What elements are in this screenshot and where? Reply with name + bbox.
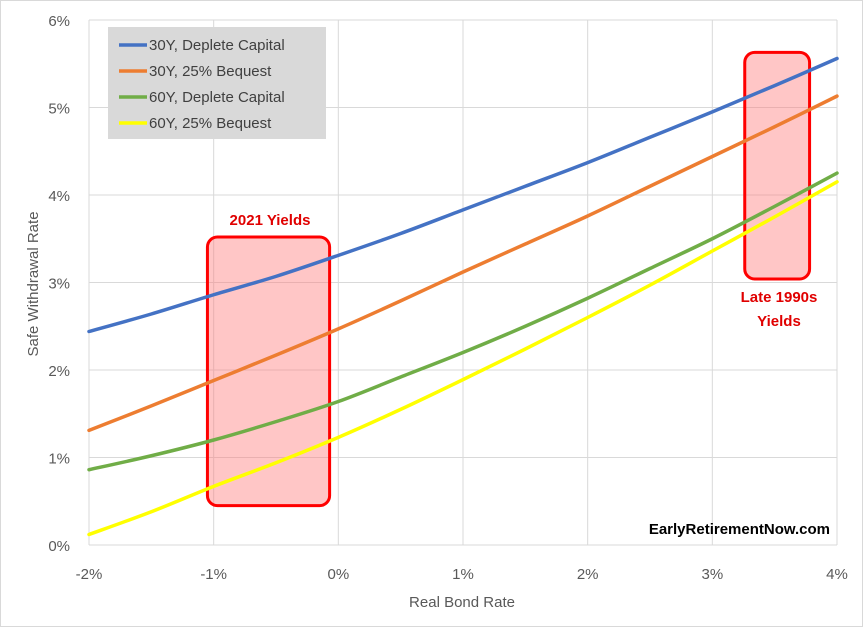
series-line-3 — [87, 180, 839, 537]
x-tick-label-0: -2% — [76, 566, 103, 583]
y-tick-label-1: 1% — [48, 451, 70, 468]
series-lines — [87, 56, 839, 537]
y-tick-label-0: 0% — [48, 538, 70, 555]
series-line-1 — [87, 94, 839, 433]
annotation-late-1990s-line1: Late 1990s — [741, 289, 818, 306]
y-axis-title: Safe Withdrawal Rate — [25, 211, 42, 356]
highlight-box-0 — [205, 235, 332, 508]
y-tick-label-5: 5% — [48, 101, 70, 118]
legend: 30Y, Deplete Capital 30Y, 25% Bequest 60Y,… — [119, 37, 285, 132]
legend-label-2: 60Y, Deplete Capital — [149, 89, 285, 106]
series-line-2 — [87, 171, 839, 472]
x-tick-label-3: 1% — [452, 566, 474, 583]
y-tick-label-4: 4% — [48, 188, 70, 205]
series-line-0 — [87, 56, 839, 334]
x-tick-label-6: 4% — [826, 566, 848, 583]
annotation-2021-yields: 2021 Yields — [230, 212, 311, 229]
x-tick-label-4: 2% — [577, 566, 599, 583]
legend-label-1: 30Y, 25% Bequest — [149, 63, 272, 80]
x-tick-label-5: 3% — [701, 566, 723, 583]
legend-label-0: 30Y, Deplete Capital — [149, 37, 285, 54]
grid — [88, 19, 838, 546]
x-tick-labels: -2% -1% 0% 1% 2% 3% 4% — [76, 566, 848, 583]
y-tick-label-2: 2% — [48, 363, 70, 380]
x-tick-label-1: -1% — [200, 566, 227, 583]
credit-text: EarlyRetirementNow.com — [649, 521, 830, 538]
highlight-box-1 — [743, 50, 812, 281]
y-tick-label-3: 3% — [48, 276, 70, 293]
legend-label-3: 60Y, 25% Bequest — [149, 115, 272, 132]
highlight-boxes — [205, 50, 812, 508]
annotation-late-1990s-line2: Yields — [757, 313, 801, 330]
y-tick-labels: 0% 1% 2% 3% 4% 5% 6% — [48, 13, 70, 555]
x-tick-label-2: 0% — [327, 566, 349, 583]
y-tick-label-6: 6% — [48, 13, 70, 30]
x-axis-title: Real Bond Rate — [409, 594, 515, 611]
